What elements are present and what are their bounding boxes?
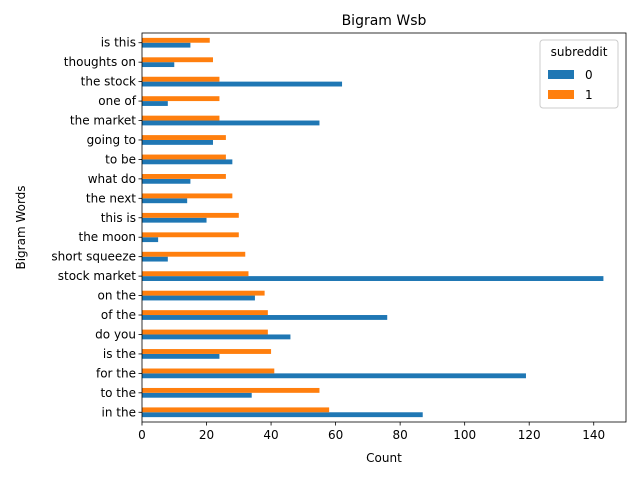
bars (142, 37, 604, 418)
legend: subreddit 01 (539, 39, 619, 109)
bar-0-the-moon (142, 237, 159, 243)
bar-0-in-the (142, 412, 423, 418)
bar-0-stock-market (142, 276, 604, 281)
y-tick-label: the stock (81, 75, 136, 89)
bar-0-thoughts-on (142, 62, 175, 68)
bar-1-to-be (142, 154, 226, 160)
bar-1-the-market (142, 115, 220, 121)
x-axis-ticks: 0 20 40 60 80 100 120 140 (138, 422, 605, 442)
legend-swatch-0 (548, 70, 574, 79)
y-tick-label: the moon (79, 230, 137, 244)
chart-title: Bigram Wsb (342, 13, 427, 29)
bar-0-short-squeeze (142, 256, 168, 262)
y-tick-label: is the (103, 347, 136, 361)
bar-0-the-stock (142, 81, 343, 87)
x-tick-label: 20 (199, 428, 214, 442)
bar-0-to-be (142, 159, 233, 165)
bar-0-is-this (142, 42, 191, 48)
y-axis-title: Bigram Words (14, 185, 28, 269)
x-tick-label: 140 (582, 428, 605, 442)
bar-1-in-the (142, 407, 330, 413)
y-tick-label: do you (95, 327, 136, 341)
bar-1-the-stock (142, 76, 220, 82)
bar-1-going-to (142, 135, 226, 140)
y-tick-label: on the (98, 289, 136, 303)
y-tick-label: to be (105, 152, 136, 166)
x-tick-label: 0 (138, 428, 146, 442)
bar-0-going-to (142, 139, 213, 145)
bar-0-is-the (142, 353, 220, 359)
plot-frame (141, 32, 627, 423)
y-tick-label: what do (88, 172, 136, 186)
bar-1-one-of (142, 96, 220, 102)
bar-1-of-the (142, 310, 268, 316)
y-tick-label: the market (70, 114, 136, 128)
legend-swatch-1 (548, 90, 574, 99)
legend-label-0: 0 (585, 68, 593, 82)
y-axis-ticks: in the to the for the is the do you of the on … (51, 36, 142, 419)
bar-0-this-is (142, 217, 207, 223)
bar-1-do-you (142, 329, 268, 335)
legend-title: subreddit (551, 45, 608, 59)
legend-label-1: 1 (585, 88, 593, 102)
bar-0-one-of (142, 101, 168, 106)
y-tick-label: thoughts on (64, 55, 136, 69)
x-tick-label: 60 (328, 428, 343, 442)
bar-0-do-you (142, 334, 291, 340)
y-tick-label: this is (101, 211, 136, 225)
bar-1-the-moon (142, 232, 239, 238)
bar-0-what-do (142, 178, 191, 184)
bar-0-to-the (142, 392, 252, 398)
x-axis-title: Count (366, 451, 402, 465)
y-tick-label: of the (101, 308, 136, 322)
bar-0-on-the (142, 295, 255, 301)
y-tick-label: the next (86, 191, 136, 205)
y-tick-label: stock market (58, 269, 137, 283)
bar-0-the-market (142, 120, 320, 126)
bar-1-to-the (142, 387, 320, 393)
bar-1-what-do (142, 174, 226, 179)
bar-1-is-the (142, 349, 272, 354)
bar-0-of-the (142, 315, 388, 320)
x-tick-label: 40 (263, 428, 278, 442)
bar-1-thoughts-on (142, 57, 213, 63)
bar-0-for-the (142, 373, 526, 379)
x-tick-label: 120 (518, 428, 541, 442)
bar-0-the-next (142, 198, 188, 204)
bar-1-is-this (142, 37, 210, 43)
bar-1-short-squeeze (142, 251, 246, 257)
bar-1-on-the (142, 290, 265, 296)
x-tick-label: 100 (453, 428, 476, 442)
y-tick-label: one of (98, 94, 136, 108)
bar-1-the-next (142, 193, 233, 199)
bar-1-stock-market (142, 271, 249, 277)
y-tick-label: short squeeze (51, 250, 136, 264)
x-tick-label: 80 (392, 428, 407, 442)
legend-items: 01 (548, 68, 593, 102)
y-tick-label: for the (96, 366, 136, 380)
y-tick-label: to the (100, 386, 136, 400)
bar-1-this-is (142, 212, 239, 218)
bar-1-for-the (142, 368, 275, 374)
y-tick-label: is this (101, 36, 136, 50)
y-tick-label: in the (102, 405, 136, 419)
y-tick-label: going to (87, 133, 136, 147)
